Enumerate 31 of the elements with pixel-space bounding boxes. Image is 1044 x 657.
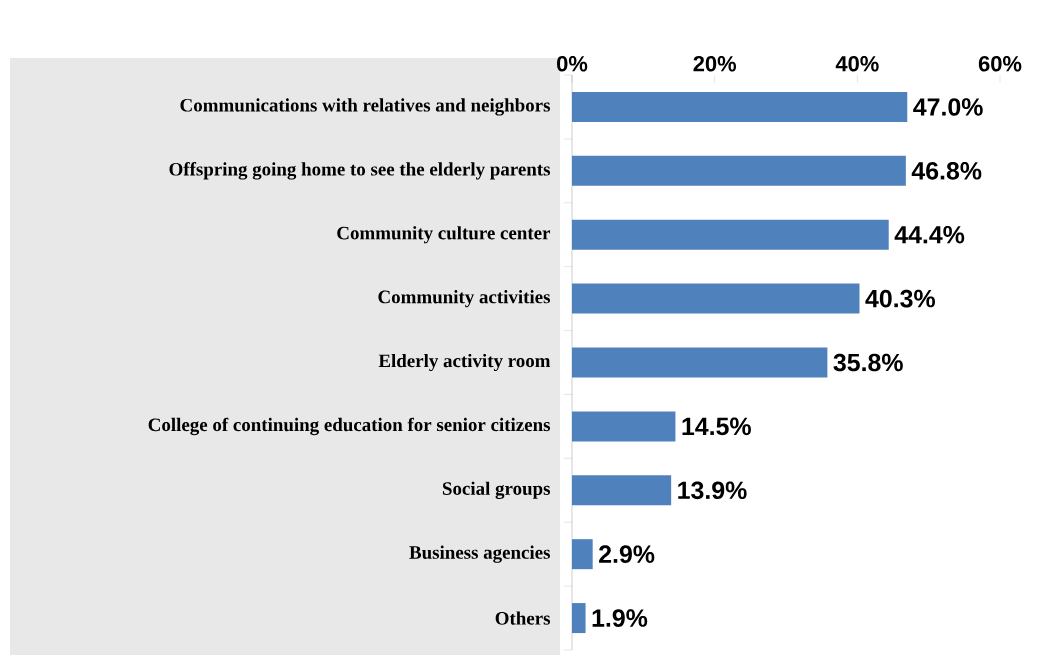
bar	[572, 283, 860, 314]
y-tick-label: College of continuing education for senior citizens	[148, 417, 551, 436]
data-label: 1.9%	[592, 609, 648, 627]
x-tick-label: 20%	[693, 55, 737, 72]
data-label: 47.0%	[913, 98, 983, 116]
y-tick-label: Social groups	[442, 481, 551, 499]
bar	[572, 219, 889, 250]
bar	[572, 603, 586, 634]
data-label: 2.9%	[599, 545, 655, 563]
data-label: 40.3%	[865, 289, 935, 308]
x-tick-label: 40%	[835, 55, 879, 72]
x-tick-label: 0%	[557, 55, 588, 72]
data-label: 13.9%	[678, 481, 747, 500]
bar	[572, 539, 593, 570]
y-tick-label: Offspring going home to see the elderly parents	[169, 162, 551, 180]
y-tick-label: Community activities	[378, 290, 551, 308]
bar	[572, 347, 828, 378]
y-tick-label: Communications with relatives and neighbors	[180, 98, 550, 116]
data-label: 14.5%	[682, 417, 751, 436]
bar	[572, 411, 676, 442]
data-label: 44.4%	[894, 225, 965, 244]
x-tick-label: 60%	[978, 55, 1022, 72]
y-tick-label: Business agencies	[409, 545, 550, 563]
bar	[572, 155, 906, 186]
y-tick-label: Community culture center	[337, 226, 551, 244]
bar	[572, 475, 672, 506]
data-label: 35.8%	[833, 353, 903, 372]
data-label: 46.8%	[911, 162, 982, 180]
bar	[572, 91, 908, 122]
y-tick-label: Others	[495, 611, 551, 625]
y-tick-label: Elderly activity room	[378, 353, 551, 372]
